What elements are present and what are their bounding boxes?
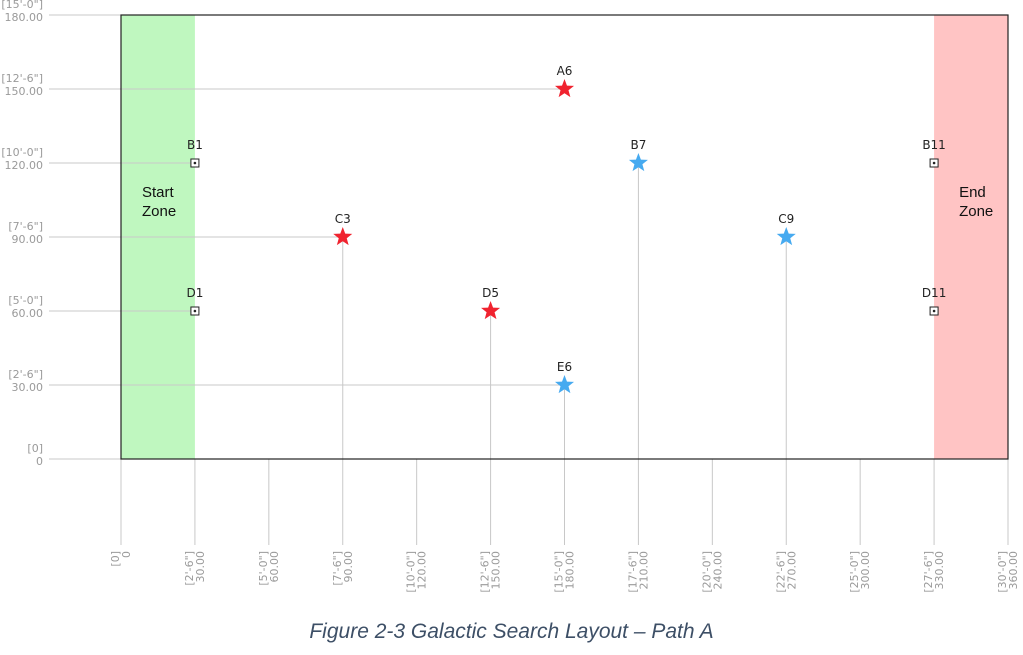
- point-c3: C3: [333, 212, 353, 246]
- point-label: D1: [186, 286, 203, 300]
- x-tick-label: [27'-6"]330.00: [922, 551, 946, 593]
- blue-star-icon: [554, 375, 575, 394]
- point-b1: B1: [187, 138, 203, 168]
- x-tick-label-ft: [17'-6"]: [626, 551, 639, 593]
- x-tick-label-in: 270.00: [785, 551, 798, 590]
- end-zone: [934, 15, 1008, 459]
- marker-dot: [932, 309, 936, 313]
- x-tick-label-ft: [20'-0"]: [700, 551, 713, 593]
- x-tick-label-in: 120.00: [416, 551, 429, 590]
- red-star-icon: [333, 227, 353, 246]
- point-label: B7: [630, 138, 646, 152]
- point-label: C9: [778, 212, 794, 226]
- y-tick-label-in: 120.00: [5, 159, 44, 172]
- x-tick-label: [0]0: [109, 551, 133, 567]
- field-border: [120, 14, 1009, 460]
- y-tick-label-ft: [7'-6"]: [8, 220, 43, 233]
- y-tick-label-in: 60.00: [12, 307, 44, 320]
- blue-star-icon: [776, 227, 796, 246]
- point-label: D11: [922, 286, 947, 300]
- x-tick-label-in: 0: [120, 551, 133, 558]
- x-tick-label-in: 30.00: [194, 551, 207, 583]
- marker-dot: [193, 161, 197, 165]
- end-zone-label-line1: End: [959, 184, 986, 201]
- point-d11: D11: [922, 286, 947, 316]
- y-tick-label-ft: [5'-0"]: [8, 294, 43, 307]
- x-tick-label-ft: [22'-6"]: [774, 551, 787, 593]
- point-label: A6: [557, 64, 573, 78]
- point-label: B11: [922, 138, 946, 152]
- x-tick-label: [17'-6"]210.00: [626, 551, 650, 593]
- point-a6: A6: [554, 64, 575, 98]
- y-tick-label-ft: [2'-6"]: [8, 368, 43, 381]
- end-zone-label-line2: Zone: [959, 203, 993, 220]
- y-tick-label-in: 150.00: [5, 85, 44, 98]
- y-tick-label-in: 180.00: [5, 11, 44, 24]
- y-tick-label-in: 90.00: [12, 233, 44, 246]
- points-layer: A6 B1 B7 B11 C3 C9 D1 D5 D11 E6: [186, 64, 947, 394]
- figure-caption: Figure 2-3 Galactic Search Layout – Path…: [309, 620, 714, 643]
- point-label: E6: [557, 360, 572, 374]
- x-tick-label: [10'-0"]120.00: [405, 551, 429, 593]
- point-b7: B7: [628, 138, 648, 172]
- x-tick-label-in: 240.00: [711, 551, 724, 590]
- point-label: D5: [482, 286, 499, 300]
- axis-labels-layer: [0]0[2'-6"]30.00[5'-0"]60.00[7'-6"]90.00…: [1, 0, 1020, 593]
- point-label: C3: [335, 212, 351, 226]
- x-tick-label: [15'-0"]180.00: [553, 551, 577, 593]
- x-tick-label: [7'-6"]90.00: [331, 551, 355, 586]
- y-tick-label-ft: [0]: [27, 442, 43, 455]
- x-tick-label-in: 210.00: [637, 551, 650, 590]
- x-tick-label: [20'-0"]240.00: [700, 551, 724, 593]
- x-tick-label: [12'-6"]150.00: [479, 551, 503, 593]
- x-tick-label-ft: [30'-0"]: [996, 551, 1009, 593]
- x-tick-label-in: 330.00: [933, 551, 946, 590]
- point-label: B1: [187, 138, 203, 152]
- x-tick-label-ft: [15'-0"]: [553, 551, 566, 593]
- y-tick-label-ft: [15'-0"]: [1, 0, 43, 11]
- x-tick-label-in: 300.00: [859, 551, 872, 590]
- point-c9: C9: [776, 212, 796, 246]
- start-zone-label-line1: Start: [142, 184, 175, 201]
- y-tick-label-in: 0: [36, 455, 43, 468]
- y-tick-label-in: 30.00: [12, 381, 44, 394]
- x-tick-label-ft: [10'-0"]: [405, 551, 418, 593]
- point-b11: B11: [922, 138, 946, 168]
- x-tick-label-ft: [0]: [109, 551, 122, 567]
- point-d1: D1: [186, 286, 203, 316]
- start-zone-label-line2: Zone: [142, 203, 176, 220]
- marker-dot: [932, 161, 936, 165]
- x-tick-label-in: 180.00: [564, 551, 577, 590]
- x-tick-label-in: 90.00: [342, 551, 355, 583]
- x-tick-label: [25'-0"]300.00: [848, 551, 872, 593]
- guide-lines-layer: [49, 14, 1009, 545]
- x-tick-label: [2'-6"]30.00: [183, 551, 207, 586]
- x-tick-label-in: 60.00: [268, 551, 281, 583]
- red-star-icon: [481, 301, 501, 320]
- x-tick-label-ft: [2'-6"]: [183, 551, 196, 586]
- red-star-icon: [554, 79, 575, 98]
- marker-dot: [193, 309, 197, 313]
- x-tick-label-ft: [25'-0"]: [848, 551, 861, 593]
- x-tick-label-ft: [5'-0"]: [257, 551, 270, 586]
- x-tick-label: [22'-6"]270.00: [774, 551, 798, 593]
- x-tick-label-ft: [7'-6"]: [331, 551, 344, 586]
- x-tick-label: [30'-0"]360.00: [996, 551, 1020, 593]
- x-tick-label: [5'-0"]60.00: [257, 551, 281, 586]
- x-tick-label-ft: [12'-6"]: [479, 551, 492, 593]
- point-e6: E6: [554, 360, 575, 394]
- x-tick-label-in: 150.00: [490, 551, 503, 590]
- point-d5: D5: [481, 286, 501, 320]
- x-tick-label-in: 360.00: [1007, 551, 1020, 590]
- y-tick-label-ft: [12'-6"]: [1, 72, 43, 85]
- x-tick-label-ft: [27'-6"]: [922, 551, 935, 593]
- blue-star-icon: [628, 153, 648, 172]
- y-tick-label-ft: [10'-0"]: [1, 146, 43, 159]
